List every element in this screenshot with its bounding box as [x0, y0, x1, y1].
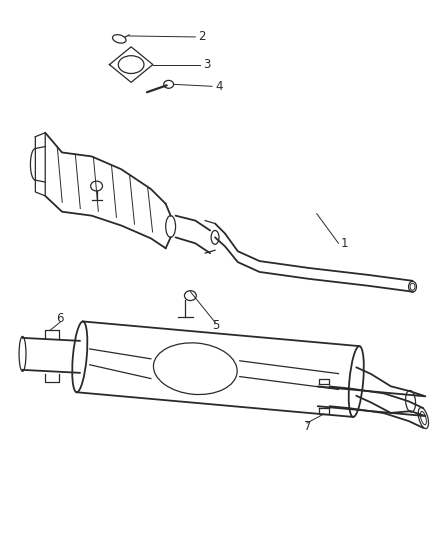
Text: 1: 1	[340, 237, 347, 250]
Text: 3: 3	[203, 58, 210, 71]
Text: 2: 2	[198, 30, 205, 44]
Text: 4: 4	[215, 80, 222, 93]
Text: 5: 5	[212, 319, 219, 332]
Text: 6: 6	[56, 312, 64, 325]
Text: 7: 7	[303, 421, 311, 433]
